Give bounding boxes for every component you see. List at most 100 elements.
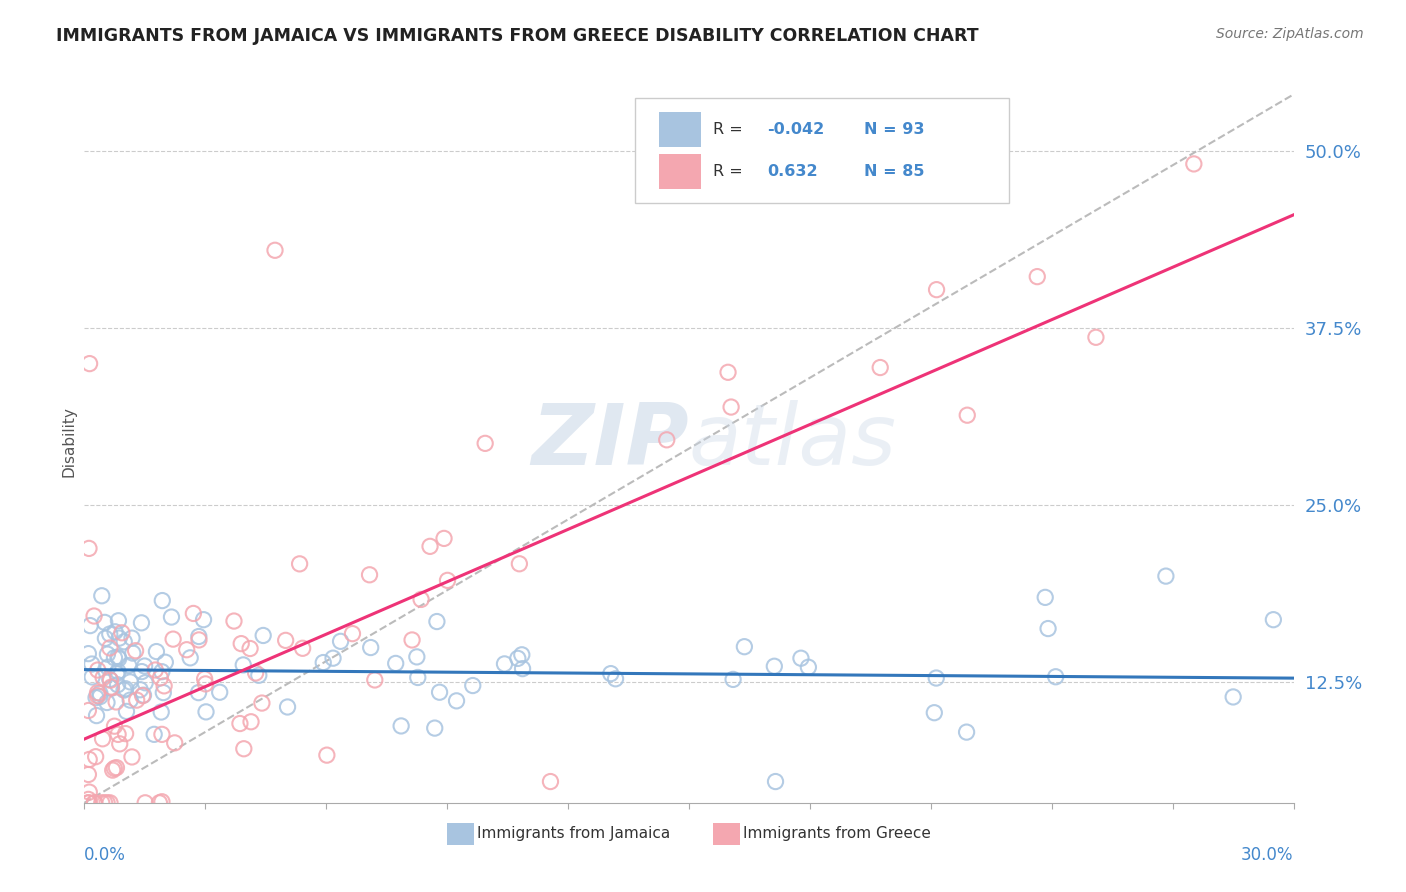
- Point: [1026, 269, 1049, 284]
- Point: [84, 749, 107, 764]
- Point: [89, 690, 111, 704]
- Point: [79, 618, 101, 632]
- Point: [162, 632, 184, 647]
- Point: [194, 677, 217, 691]
- Point: [98, 673, 121, 687]
- Point: [103, 650, 125, 665]
- Point: [315, 748, 337, 763]
- Point: [96, 796, 118, 810]
- Point: [104, 624, 127, 639]
- Point: [342, 626, 364, 640]
- Point: [925, 671, 948, 685]
- Point: [120, 674, 142, 689]
- Point: [143, 663, 166, 677]
- Text: 0.0%: 0.0%: [84, 847, 127, 864]
- Point: [118, 658, 141, 673]
- Point: [86, 708, 108, 723]
- Point: [277, 700, 299, 714]
- Point: [461, 679, 484, 693]
- Point: [446, 694, 468, 708]
- Text: 30.0%: 30.0%: [1241, 847, 1294, 864]
- Point: [406, 671, 429, 685]
- Point: [869, 360, 891, 375]
- Point: [288, 557, 311, 571]
- Point: [86, 689, 108, 703]
- Point: [512, 662, 534, 676]
- Point: [114, 681, 136, 696]
- Point: [83, 796, 105, 810]
- Point: [176, 642, 198, 657]
- Text: N = 93: N = 93: [865, 122, 925, 136]
- Point: [1045, 670, 1067, 684]
- Point: [401, 632, 423, 647]
- Point: [129, 682, 152, 697]
- Text: atlas: atlas: [689, 400, 897, 483]
- Point: [540, 774, 562, 789]
- Point: [96, 696, 118, 710]
- Point: [131, 689, 153, 703]
- Point: [134, 675, 156, 690]
- Bar: [659, 112, 702, 147]
- Bar: [713, 823, 740, 845]
- Point: [252, 628, 274, 642]
- Point: [100, 680, 122, 694]
- Point: [229, 716, 252, 731]
- Point: [429, 685, 451, 699]
- Point: [77, 541, 100, 556]
- Point: [423, 721, 446, 735]
- Point: [131, 615, 153, 630]
- Point: [508, 557, 530, 571]
- Point: [183, 607, 205, 621]
- Point: [955, 725, 977, 739]
- Point: [150, 593, 173, 607]
- Point: [107, 665, 129, 679]
- Point: [655, 433, 678, 447]
- Point: [93, 796, 115, 810]
- Point: [101, 763, 124, 777]
- Point: [245, 665, 267, 680]
- Point: [925, 283, 948, 297]
- Point: [150, 795, 173, 809]
- Point: [79, 357, 101, 371]
- Point: [143, 727, 166, 741]
- Point: [107, 651, 129, 665]
- Point: [114, 726, 136, 740]
- Point: [91, 671, 114, 685]
- Point: [160, 610, 183, 624]
- Point: [231, 637, 253, 651]
- Point: [107, 727, 129, 741]
- Point: [599, 666, 621, 681]
- FancyBboxPatch shape: [634, 98, 1010, 203]
- Point: [120, 693, 142, 707]
- Point: [97, 660, 120, 674]
- Point: [329, 634, 352, 648]
- Point: [112, 634, 135, 648]
- Point: [360, 640, 382, 655]
- Point: [155, 655, 177, 669]
- Bar: [447, 823, 474, 845]
- Point: [94, 632, 117, 646]
- Point: [409, 592, 432, 607]
- Point: [163, 736, 186, 750]
- Point: [419, 540, 441, 554]
- Point: [433, 532, 456, 546]
- Point: [924, 706, 946, 720]
- Point: [152, 685, 174, 699]
- Point: [187, 686, 209, 700]
- Point: [131, 665, 153, 679]
- Point: [194, 672, 217, 686]
- Point: [765, 774, 787, 789]
- Point: [107, 614, 129, 628]
- Point: [77, 792, 100, 806]
- Point: [1033, 591, 1056, 605]
- Point: [250, 696, 273, 710]
- Point: [364, 673, 387, 687]
- Point: [790, 651, 813, 665]
- Point: [121, 631, 143, 645]
- Point: [115, 705, 138, 719]
- Point: [232, 741, 254, 756]
- Point: [77, 752, 100, 766]
- Point: [150, 665, 173, 679]
- Point: [150, 705, 173, 719]
- Point: [103, 761, 125, 775]
